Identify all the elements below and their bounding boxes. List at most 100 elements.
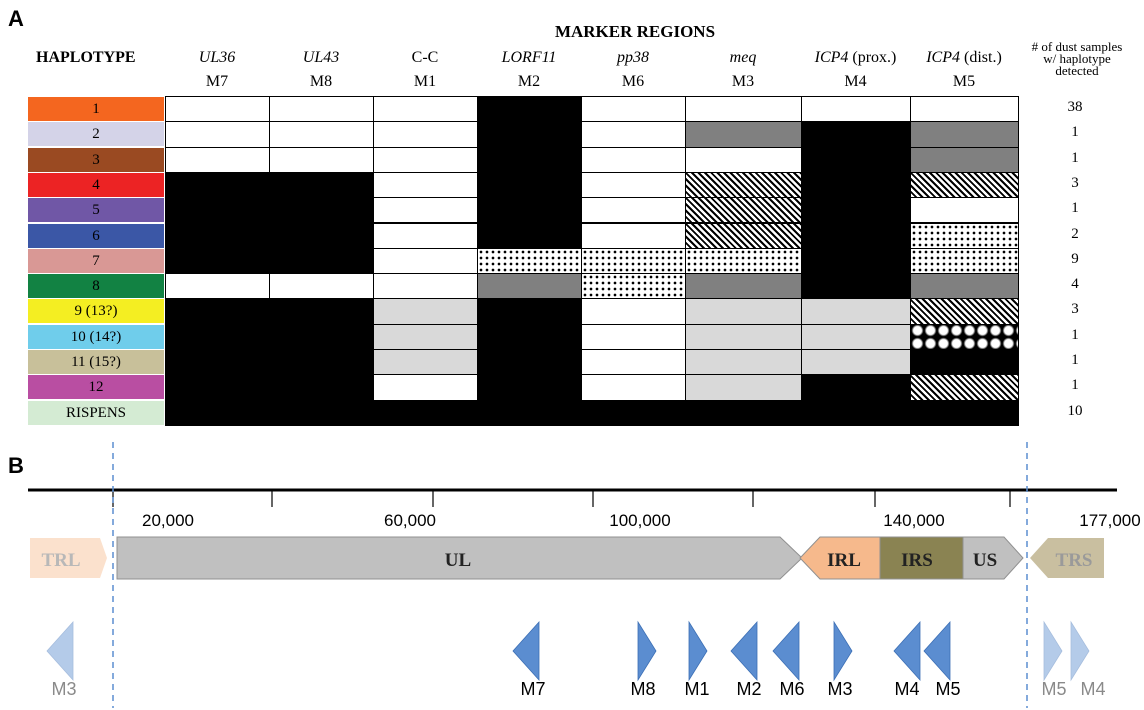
marker-cell-white [581, 374, 686, 401]
haplotype-label: 2 [28, 122, 164, 147]
haplotype-label: 1 [28, 97, 164, 121]
detection-count: 1 [1071, 149, 1079, 166]
marker-cell-lgray [373, 298, 478, 325]
column-marker-m6: M6 [621, 73, 645, 90]
segment-irl [799, 536, 881, 580]
marker-cell-lgray [801, 323, 911, 350]
marker-cell-white [373, 222, 478, 249]
marker-arrow-right-icon [688, 620, 708, 682]
marker-cell-white [373, 146, 478, 173]
marker-cell-lgray [685, 323, 802, 350]
marker-label-m6: M6 [779, 679, 804, 699]
marker-cell-black [477, 349, 582, 376]
marker-cell-white [685, 146, 802, 173]
marker-cell-black [269, 222, 374, 249]
axis-tick-label: 140,000 [883, 511, 944, 530]
genome-map: 20,000 60,000 100,000 140,000 177,000 TRL UL… [28, 442, 1141, 708]
marker-cell-white [269, 96, 374, 123]
marker-label-m1: M1 [684, 679, 709, 699]
count-header-line-3: detected [1055, 63, 1099, 78]
marker-cell-black [165, 374, 270, 401]
marker-label-m3: M3 [51, 679, 76, 699]
marker-label-m5: M5 [935, 679, 960, 699]
column-gene-1: UL36 [155, 49, 279, 67]
marker-cell-black [477, 121, 582, 148]
marker-cell-black [801, 374, 911, 401]
marker-arrows: M7 M8 M1 M2 M6 M3 M4 M5 M3 M5 M4 [46, 620, 1106, 699]
marker-cell-black [477, 374, 582, 401]
marker-cell-black [165, 399, 270, 426]
haplotype-label: RISPENS [28, 400, 164, 425]
marker-cell-black [477, 197, 582, 224]
marker-cell-white [165, 96, 270, 123]
haplotype-label: 9 (13?) [28, 299, 164, 324]
marker-cell-black [165, 197, 270, 224]
detection-count: 1 [1071, 326, 1079, 343]
marker-cell-dgray [910, 273, 1019, 300]
marker-arrow-left-icon [923, 620, 951, 682]
marker-cell-black [477, 323, 582, 350]
detection-count: 3 [1071, 174, 1079, 191]
segment-label-irl: IRL [827, 550, 861, 571]
detection-count: 1 [1071, 200, 1079, 217]
column-gene-2: UL43 [259, 49, 383, 67]
marker-cell-white [581, 222, 686, 249]
column-gene-name: pp38 [617, 49, 649, 66]
marker-cell-lgray [685, 374, 802, 401]
marker-cell-white [373, 273, 478, 300]
count-header: # of dust samples w/ haplotype detected [1010, 40, 1144, 78]
marker-cell-white [581, 121, 686, 148]
marker-cell-dots [581, 247, 686, 275]
marker-cell-black [269, 247, 374, 275]
marker-cell-black [477, 399, 582, 426]
marker-cell-white [581, 298, 686, 325]
detection-count: 1 [1071, 352, 1079, 368]
segment-ul [116, 536, 803, 580]
marker-cell-diag [685, 171, 802, 199]
marker-cell-diag [910, 374, 1019, 401]
column-gene-name: C-C [411, 49, 439, 66]
marker-cell-black [269, 197, 374, 224]
haplotype-label: 5 [28, 198, 164, 223]
marker-cell-black [801, 273, 911, 300]
axis-tick-label: 60,000 [384, 511, 436, 530]
segment-trl [30, 538, 107, 578]
marker-cell-white [165, 121, 270, 148]
segment-us [962, 536, 1024, 580]
marker-cell-black [269, 399, 374, 426]
marker-cell-black [477, 171, 582, 199]
marker-cell-white [373, 247, 478, 275]
column-gene-8: ICP4 (dist.) [900, 49, 1028, 67]
haplotype-label: 10 (14?) [28, 324, 164, 349]
marker-cell-lgray [801, 349, 911, 376]
marker-cell-white [165, 273, 270, 300]
column-gene-name: ICP4 [814, 49, 849, 66]
marker-cell-white [581, 96, 686, 123]
marker-cell-white [269, 121, 374, 148]
marker-cell-white [581, 146, 686, 173]
marker-cell-white [685, 96, 802, 123]
marker-cell-black [165, 171, 270, 199]
detection-count: 38 [1067, 99, 1083, 115]
marker-cell-white [373, 96, 478, 123]
column-marker-m8: M8 [309, 73, 333, 90]
marker-cell-lgray [801, 298, 911, 325]
marker-cell-dots [910, 247, 1019, 275]
haplotype-label: 3 [28, 147, 164, 172]
marker-cell-diag [685, 197, 802, 224]
marker-cell-black [269, 374, 374, 401]
column-gene-3: C-C [363, 49, 487, 67]
marker-cell-black [801, 399, 911, 426]
marker-cell-black [477, 222, 582, 249]
marker-label-m2: M2 [736, 679, 761, 699]
marker-cell-white [801, 96, 911, 123]
marker-cell-black [269, 323, 374, 350]
column-marker-m2: M2 [517, 73, 541, 90]
marker-label-m5: M5 [1041, 679, 1066, 699]
haplotype-header: HAPLOTYPE [36, 49, 136, 66]
marker-arrow-left-icon [46, 620, 74, 682]
marker-cell-black [269, 349, 374, 376]
marker-cell-black [801, 121, 911, 148]
panel-a-letter: A [8, 6, 24, 31]
marker-regions-title: MARKER REGIONS [554, 22, 716, 41]
